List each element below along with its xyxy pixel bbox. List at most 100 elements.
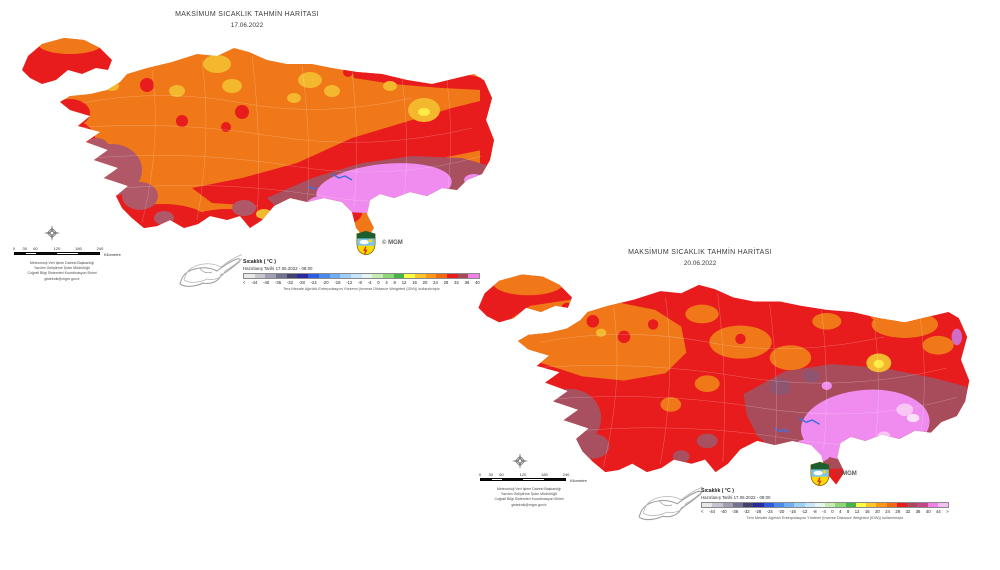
attribution-line: Yazılım Geliştirme Şube Müdürlüğü bbox=[500, 492, 558, 497]
colorbar-tick: -36 bbox=[732, 509, 739, 514]
colorbar-segment bbox=[244, 274, 255, 278]
scale-bar-label: 60 bbox=[33, 246, 38, 251]
scale-bar-segment bbox=[57, 253, 78, 254]
colorbar-tick: -20 bbox=[778, 509, 785, 514]
scale-bar-label: 30 bbox=[488, 472, 493, 477]
colorbar-tick: 40 bbox=[925, 509, 931, 514]
mgm-logo-icon bbox=[810, 461, 830, 487]
colorbar-tick-labels: < -44 -40 -36 -32 -28 -24 -20 -16 -12 -8 -4 0 4 8 12 16 2… bbox=[243, 280, 480, 285]
colorbar-tick: -40 bbox=[720, 509, 727, 514]
colorbar-segment bbox=[702, 503, 713, 507]
colorbar-segment bbox=[712, 503, 723, 507]
scale-bar: 0 30 60 120 180 240 Kilometre bbox=[478, 472, 590, 486]
scale-bar-segment bbox=[502, 479, 523, 480]
scale-bar-segment bbox=[481, 479, 492, 480]
forecast-map-figure-1: MAKSİMUM SICAKLIK TAHMİN HARİTASI 17.06.… bbox=[0, 0, 520, 312]
colorbar-tick: 0 bbox=[831, 509, 834, 514]
colorbar-segment bbox=[276, 274, 287, 278]
scale-bar-label: 0 bbox=[12, 246, 16, 251]
colorbar-tick: < bbox=[243, 280, 246, 285]
map-title: MAKSİMUM SICAKLIK TAHMİN HARİTASI bbox=[628, 249, 772, 256]
colorbar-segment bbox=[763, 503, 774, 507]
scale-bar-label: 0 bbox=[478, 472, 482, 477]
scale-bar-segment bbox=[523, 479, 544, 480]
colorbar-tick: -28 bbox=[298, 280, 305, 285]
turkey-map bbox=[478, 274, 970, 485]
scale-bar-label: 60 bbox=[499, 472, 504, 477]
attribution-line: gisteknik@mgm.gov.tr bbox=[511, 502, 547, 507]
temperature-colorbar bbox=[243, 273, 480, 279]
compass-icon bbox=[44, 225, 60, 241]
colorbar-tick-labels: < -44 -40 -36 -32 -28 -24 -20 -16 -12 -8 -4 0 4 8 12 16 2… bbox=[701, 509, 949, 514]
scale-bar-unit: Kilometre bbox=[104, 251, 121, 257]
scale-bar-strip bbox=[14, 252, 100, 255]
colorbar-segment bbox=[447, 274, 458, 278]
colorbar-tick: 36 bbox=[464, 280, 470, 285]
colorbar-segment bbox=[372, 274, 383, 278]
lake-marks bbox=[307, 173, 353, 190]
colorbar-segment bbox=[404, 274, 415, 278]
attribution-line: Coğrafi Bilgi Sistemleri Koordinasyon Bi… bbox=[494, 497, 564, 502]
attribution-text: Meteoroloji Veri İşlem Dairesi Başkanlığ… bbox=[8, 261, 116, 282]
colorbar-segment bbox=[835, 503, 846, 507]
colorbar-tick: 32 bbox=[454, 280, 459, 285]
colorbar-segment bbox=[917, 503, 928, 507]
temperature-legend: Sıcaklık ( °C ) Hazırlanış Tarihi 17.06.… bbox=[243, 259, 480, 291]
colorbar-tick: > bbox=[946, 509, 949, 514]
colorbar-segment bbox=[896, 503, 907, 507]
colorbar-tick: -8 bbox=[358, 280, 362, 285]
colorbar-segment bbox=[845, 503, 856, 507]
map-date: 20.06.2022 bbox=[683, 260, 717, 267]
colorbar-tick: -32 bbox=[743, 509, 750, 514]
colorbar-tick: -8 bbox=[812, 509, 817, 514]
colorbar-tick: -4 bbox=[367, 280, 372, 285]
colorbar-segment bbox=[855, 503, 866, 507]
scale-bar-segment bbox=[544, 479, 565, 480]
colorbar-tick: 28 bbox=[895, 509, 901, 514]
map-date: 17.06.2022 bbox=[230, 22, 264, 29]
legend-prepared-date: Hazırlanış Tarihi 17.06.2022 - 08:00 bbox=[243, 266, 313, 271]
temperature-colorbar bbox=[701, 502, 949, 508]
colorbar-segment bbox=[425, 274, 437, 278]
colorbar-tick: -40 bbox=[263, 280, 270, 285]
colorbar-segment bbox=[286, 274, 298, 278]
scale-bar-segment bbox=[25, 253, 36, 254]
legend-footnote: Ters Mesafe Ağırlıklı Enterpolasyon Yönt… bbox=[746, 515, 904, 520]
colorbar-segment bbox=[361, 274, 373, 278]
copyright-label: © MGM bbox=[382, 240, 403, 246]
colorbar-tick: 28 bbox=[443, 280, 449, 285]
cyprus-inset bbox=[179, 254, 242, 287]
colorbar-segment bbox=[876, 503, 887, 507]
scale-bar: 0 30 60 120 180 240 Kilometre bbox=[12, 246, 124, 260]
colorbar-segment bbox=[794, 503, 805, 507]
colorbar-segment bbox=[254, 274, 266, 278]
legend-prepared-date: Hazırlanış Tarihi 17.06.2022 - 08:00 bbox=[701, 495, 771, 500]
colorbar-segment bbox=[886, 503, 897, 507]
mgm-logo-icon bbox=[356, 230, 376, 256]
scale-bar-segment bbox=[491, 479, 502, 480]
colorbar-segment bbox=[308, 274, 319, 278]
colorbar-tick: 16 bbox=[864, 509, 870, 514]
colorbar-segment bbox=[393, 274, 405, 278]
colorbar-tick: 8 bbox=[393, 280, 396, 285]
scale-bar-strip bbox=[480, 478, 566, 481]
colorbar-tick: 40 bbox=[475, 280, 480, 285]
colorbar-tick: 44 bbox=[936, 509, 941, 514]
colorbar-segment bbox=[743, 503, 754, 507]
attribution-line: Meteoroloji Veri İşlem Dairesi Başkanlığ… bbox=[29, 261, 95, 265]
colorbar-tick: -28 bbox=[755, 509, 762, 514]
copyright-label: © MGM bbox=[836, 471, 857, 477]
lake-marks bbox=[774, 417, 820, 434]
colorbar-tick: 32 bbox=[905, 509, 911, 514]
colorbar-segment bbox=[773, 503, 784, 507]
colorbar-tick: -20 bbox=[322, 280, 329, 285]
map-title: MAKSİMUM SICAKLIK TAHMİN HARİTASI bbox=[175, 11, 319, 18]
colorbar-tick: 12 bbox=[401, 280, 407, 285]
attribution-line: Meteoroloji Veri İşlem Dairesi Başkanlığ… bbox=[496, 487, 562, 491]
colorbar-segment bbox=[318, 274, 330, 278]
attribution-line: Yazılım Geliştirme Şube Müdürlüğü bbox=[33, 266, 91, 271]
colorbar-segment bbox=[927, 503, 938, 507]
colorbar-tick: 24 bbox=[885, 509, 890, 514]
scale-bar-label: 120 bbox=[53, 246, 61, 251]
